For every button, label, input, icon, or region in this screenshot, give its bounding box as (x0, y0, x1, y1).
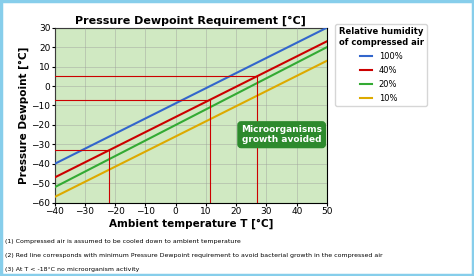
Text: (1) Compressed air is assumed to be cooled down to ambient temperature: (1) Compressed air is assumed to be cool… (5, 239, 240, 244)
Title: Pressure Dewpoint Requirement [°C]: Pressure Dewpoint Requirement [°C] (75, 15, 306, 26)
Text: (3) At T < -18°C no microorganism activity: (3) At T < -18°C no microorganism activi… (5, 267, 139, 272)
Y-axis label: Pressure Dewpoint [°C]: Pressure Dewpoint [°C] (18, 47, 28, 184)
Text: Microorganisms
growth avoided: Microorganisms growth avoided (241, 125, 322, 144)
Legend: 100%, 40%, 20%, 10%: 100%, 40%, 20%, 10% (335, 24, 427, 106)
Text: (2) Red line corresponds with minimum Pressure Dewpoint requirement to avoid bac: (2) Red line corresponds with minimum Pr… (5, 253, 383, 258)
X-axis label: Ambient temperature T [°C]: Ambient temperature T [°C] (109, 219, 273, 229)
